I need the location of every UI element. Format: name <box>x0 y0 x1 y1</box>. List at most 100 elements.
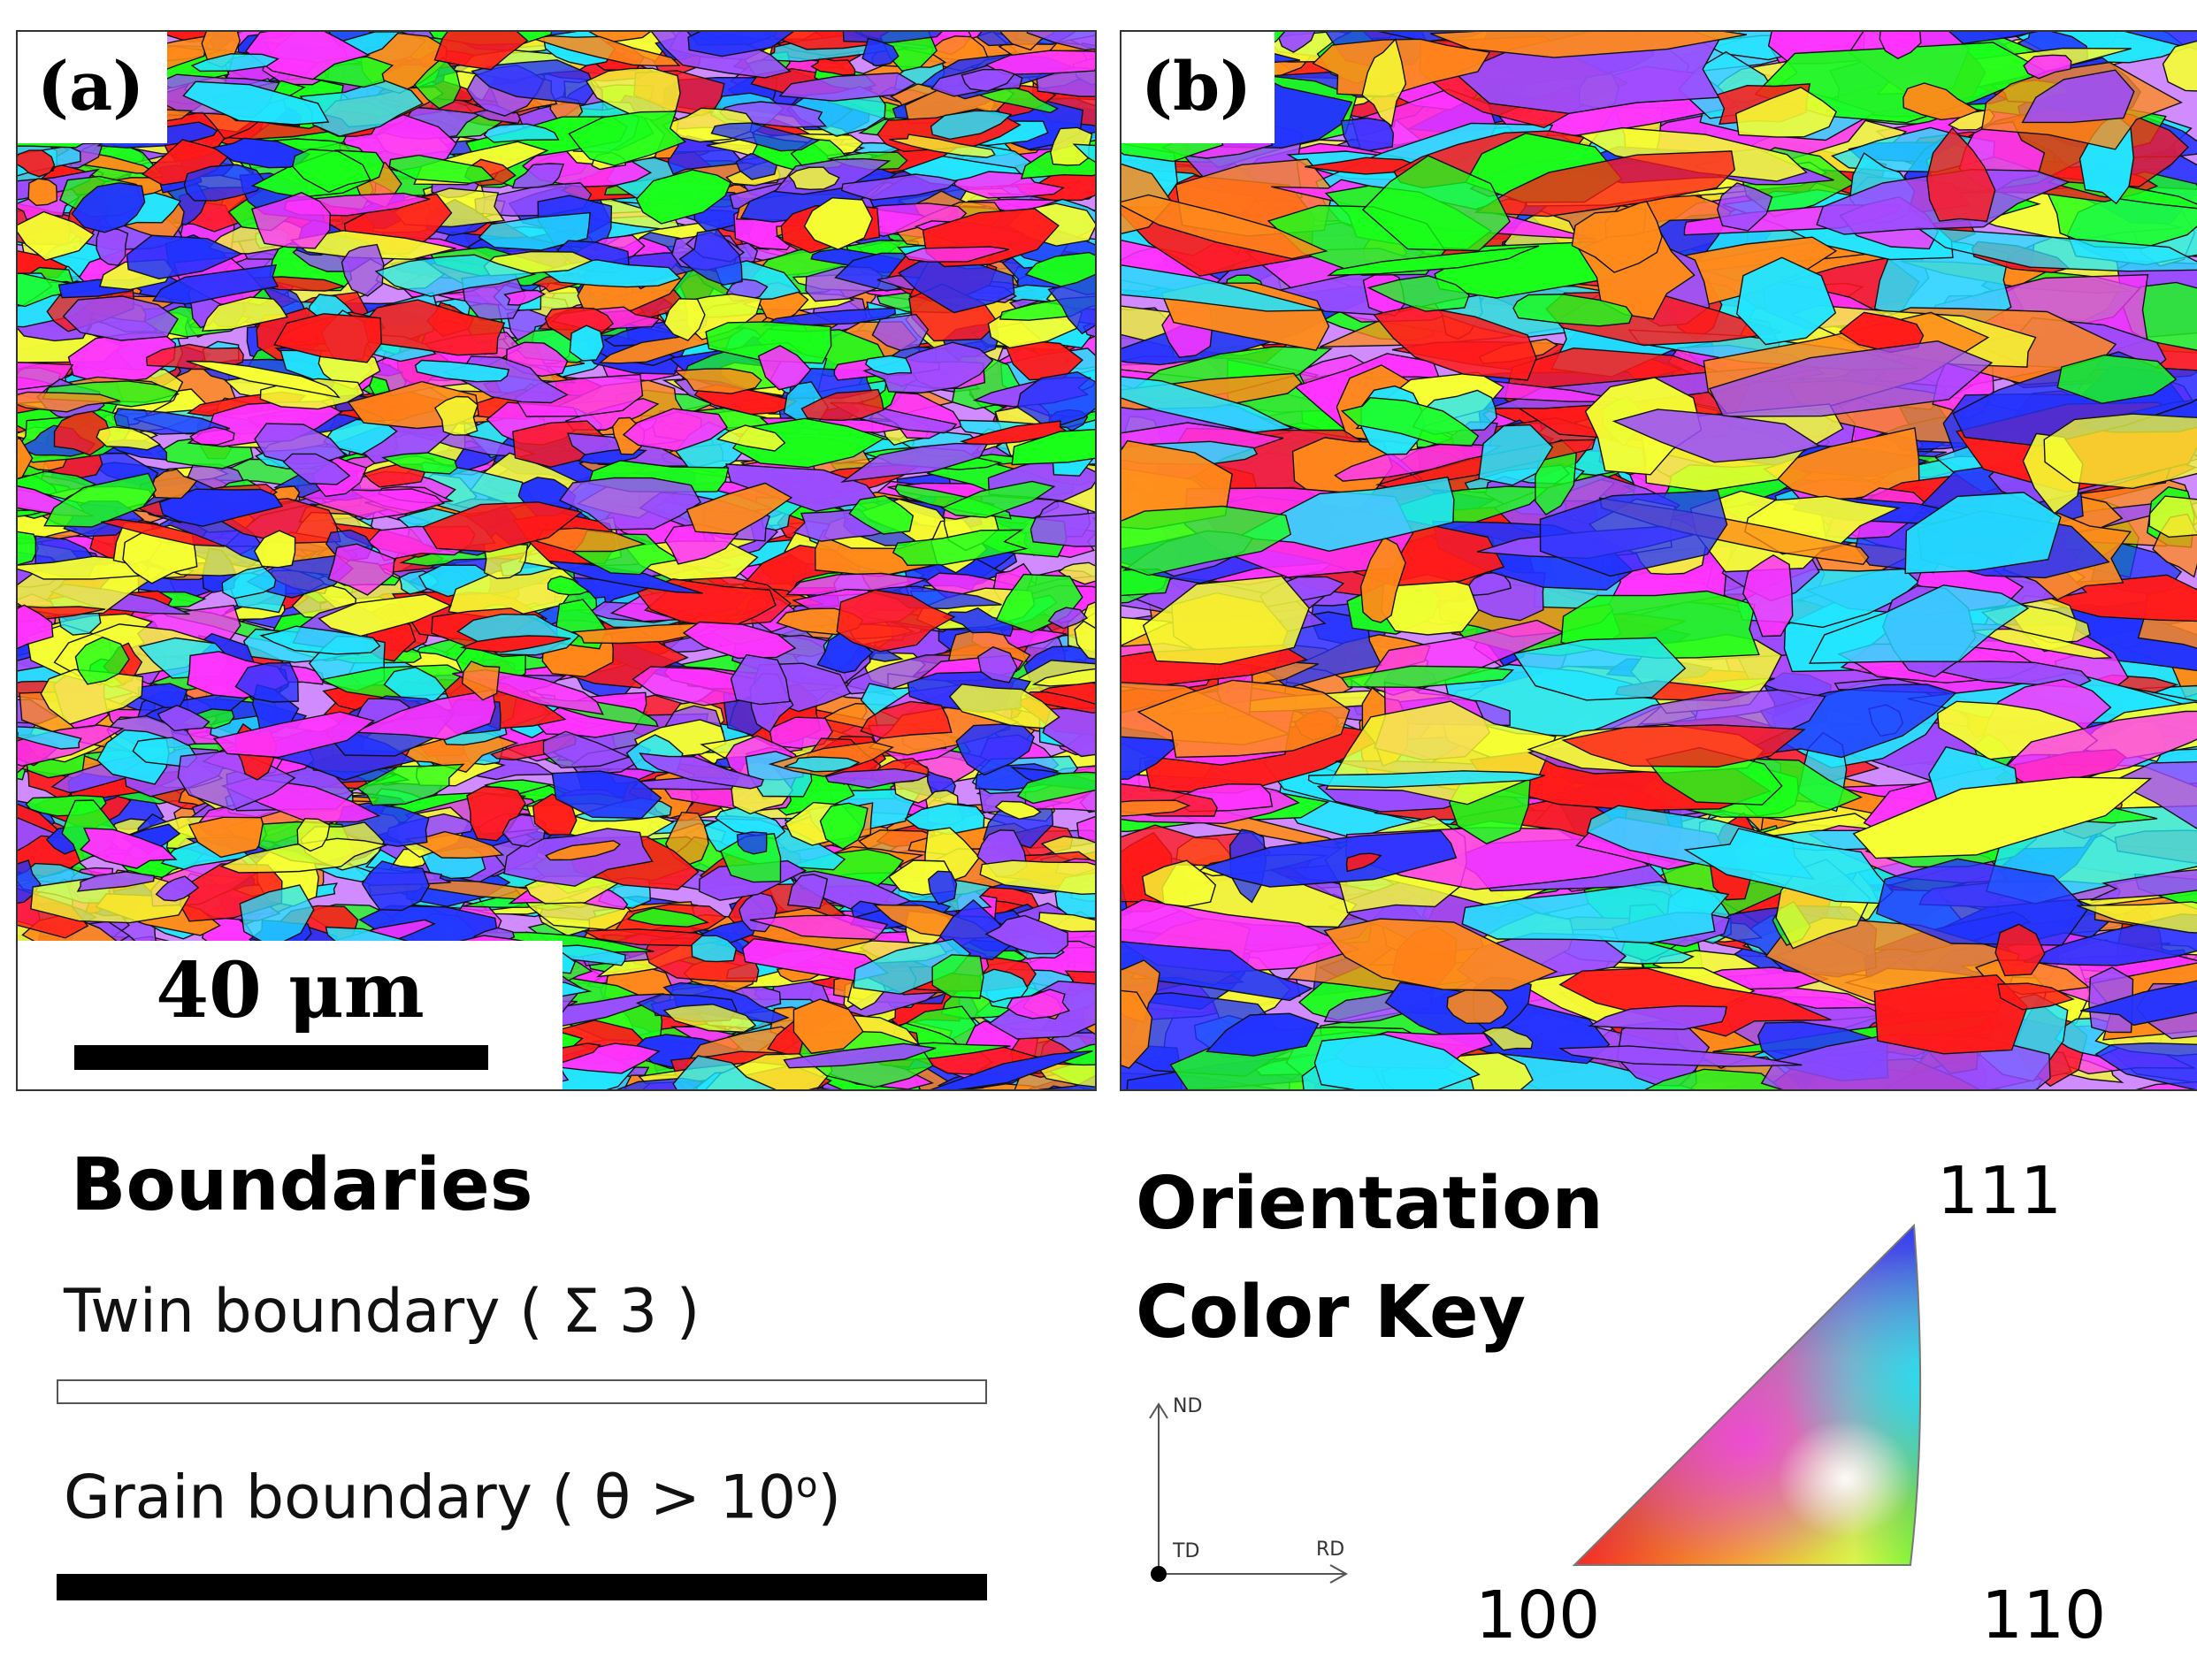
grain <box>53 410 111 456</box>
grain <box>800 388 884 422</box>
grain <box>62 295 180 341</box>
grain <box>2021 69 2135 124</box>
grain <box>622 408 729 452</box>
ebsd-map-a: (a) 40 μm <box>16 30 1097 1091</box>
grain <box>1081 601 1095 629</box>
grain <box>189 426 235 446</box>
grain <box>1031 668 1095 687</box>
grain <box>18 438 34 480</box>
grain <box>1644 1068 1783 1089</box>
grain <box>1361 155 1511 252</box>
grain <box>1305 157 1423 175</box>
grain-map-a <box>18 32 1095 1089</box>
grain <box>157 704 211 732</box>
grain <box>955 723 1035 776</box>
grain-boundary-label-end: ) <box>817 1462 842 1533</box>
grain <box>356 763 465 806</box>
grain <box>1914 226 2197 272</box>
grain <box>1512 637 1687 701</box>
grain <box>547 575 590 596</box>
grain <box>784 756 861 773</box>
grain <box>1313 1034 1481 1089</box>
grain <box>422 501 583 553</box>
grain <box>2080 980 2197 1027</box>
grain-boundary-swatch <box>57 1574 987 1600</box>
grain <box>459 635 571 653</box>
grain <box>1735 256 1837 346</box>
grain <box>792 998 864 1054</box>
grain <box>930 1050 1093 1089</box>
grain <box>190 53 279 73</box>
grain <box>388 154 495 185</box>
grain <box>1611 409 1821 463</box>
corner-label-110: 110 <box>1981 1577 2107 1653</box>
axes-arrows-icon <box>1149 1402 1349 1584</box>
grain <box>18 272 96 308</box>
grain <box>1708 340 1994 417</box>
grain <box>158 488 284 527</box>
grain <box>1879 32 1922 59</box>
grain <box>71 182 146 233</box>
grain <box>889 134 996 158</box>
grain <box>183 164 264 202</box>
grain-map-b <box>1121 32 2197 1089</box>
grain <box>685 482 793 536</box>
grain <box>1201 829 1458 888</box>
grain <box>547 560 703 594</box>
grain <box>186 360 341 399</box>
grain <box>1373 304 1537 381</box>
grain <box>687 32 794 57</box>
grain <box>691 935 738 963</box>
grain <box>635 169 731 225</box>
grain <box>2094 1042 2197 1089</box>
grain <box>892 529 1029 567</box>
grain <box>300 488 446 521</box>
grain <box>1011 429 1095 466</box>
axis-label-nd: ND <box>1173 1395 1203 1417</box>
grain <box>1072 143 1095 163</box>
grain <box>1808 584 2030 664</box>
grain <box>126 234 243 280</box>
grain <box>414 359 510 383</box>
grain <box>1307 770 1545 789</box>
grain <box>783 1042 937 1069</box>
grain <box>18 531 39 566</box>
grain <box>786 874 829 910</box>
grain <box>662 1004 757 1033</box>
grain <box>931 954 984 999</box>
grain <box>503 289 547 306</box>
grain <box>757 345 812 391</box>
grain <box>18 391 121 413</box>
grain <box>1121 376 1295 433</box>
grain <box>1142 575 1310 665</box>
grain <box>994 800 1042 821</box>
grain <box>2077 901 2197 934</box>
grain <box>1275 32 1316 53</box>
grain <box>250 192 332 249</box>
grain <box>1121 194 1328 260</box>
grain <box>151 263 279 305</box>
scalebar-line <box>74 1045 488 1070</box>
grain <box>96 426 162 451</box>
grain <box>188 816 267 859</box>
grain <box>2148 495 2197 538</box>
grain <box>1340 396 1480 447</box>
grain <box>803 196 873 250</box>
grain <box>1326 245 1540 277</box>
grain <box>544 840 622 861</box>
grain <box>234 661 299 703</box>
grain <box>861 37 899 67</box>
grain <box>749 914 889 941</box>
grain <box>1030 512 1095 547</box>
grain <box>18 726 82 750</box>
grain <box>2043 413 2197 490</box>
grain <box>1340 665 1515 689</box>
ipf-color-triangle <box>1557 1211 1981 1583</box>
grain <box>1558 967 1832 1037</box>
grain <box>1047 273 1095 335</box>
corner-label-100: 100 <box>1475 1577 1601 1653</box>
grain <box>903 246 1009 263</box>
grain <box>927 870 958 905</box>
grain <box>245 32 371 80</box>
grain <box>979 859 1095 896</box>
